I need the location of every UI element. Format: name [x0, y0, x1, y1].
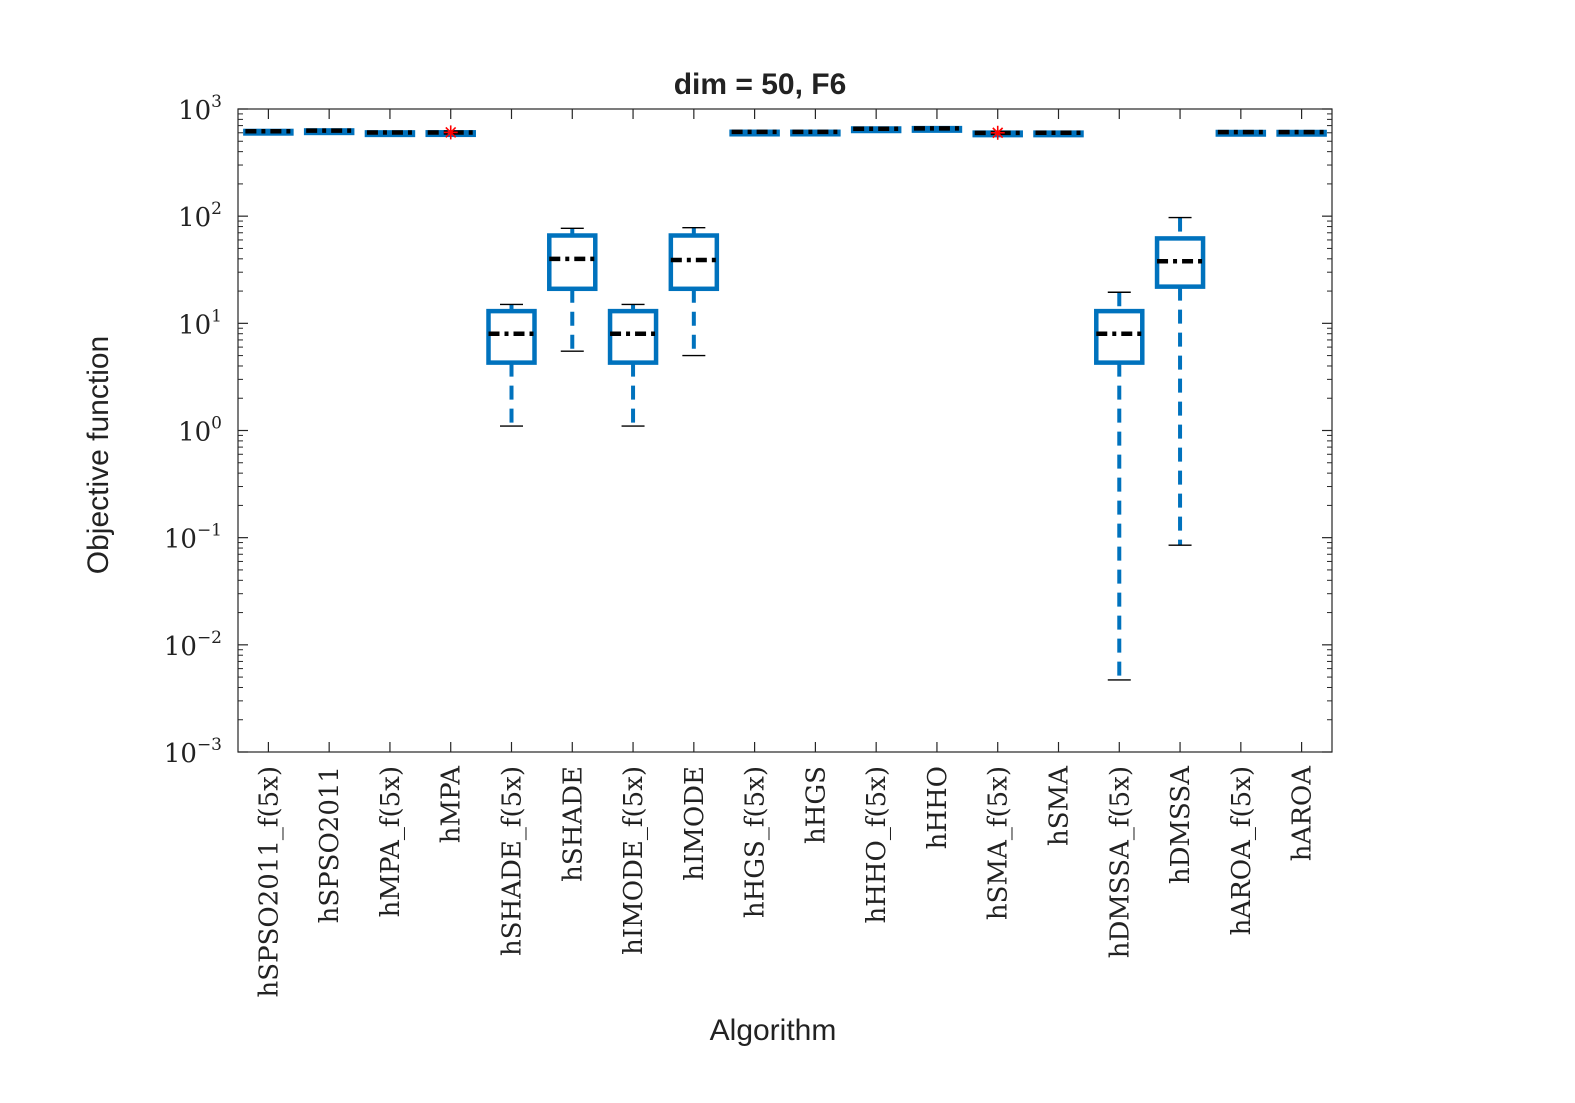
box-group — [1276, 129, 1327, 137]
y-tick-label: 101 — [178, 306, 222, 340]
box-group — [364, 130, 416, 138]
y-tick-exponent: 3 — [211, 92, 222, 112]
outlier-marker — [990, 125, 1005, 140]
y-axis-label: Objective function — [82, 336, 115, 574]
x-tick-label: hDMSSA — [1166, 765, 1196, 884]
x-tick-labels: hSPSO2011_f(5x) hSPSO2011 hMPA_f(5x) hMPA hS… — [254, 765, 1317, 998]
box-group — [547, 227, 598, 352]
y-tick-exponent: 0 — [211, 414, 222, 434]
box-series — [243, 125, 1327, 681]
x-axis-label: Algorithm — [710, 1014, 837, 1047]
box-iqr — [1094, 308, 1145, 365]
y-tick-label: 10−1 — [164, 521, 222, 555]
box-group — [911, 125, 963, 133]
y-tick-base: 10 — [178, 96, 211, 126]
x-tick-label: hSPSO2011_f(5x) — [254, 766, 284, 997]
chart-title: dim = 50, F6 — [674, 68, 847, 101]
y-tick-label: 10−3 — [164, 735, 222, 769]
y-tick-base: 10 — [164, 739, 197, 769]
y-tick-base: 10 — [164, 632, 197, 662]
box-group — [1215, 129, 1267, 137]
x-tick-label: hAROA — [1288, 765, 1318, 861]
box-group — [425, 125, 476, 140]
x-tick-label: hHHO — [923, 766, 953, 849]
y-tick-base: 10 — [164, 525, 197, 555]
x-tick-label: hHGS_f(5x) — [741, 766, 771, 918]
x-tick-label: hMPA_f(5x) — [376, 766, 406, 917]
y-tick-exponent: −3 — [197, 735, 222, 755]
box-iqr — [486, 308, 537, 365]
axes-frame — [237, 108, 1333, 753]
box-group — [1094, 291, 1145, 681]
y-tick-exponent: −1 — [197, 521, 222, 541]
x-tick-label: hAROA_f(5x) — [1227, 766, 1257, 935]
y-tick-label: 100 — [178, 414, 222, 448]
box-group — [972, 125, 1023, 140]
box-group — [1154, 216, 1206, 546]
y-tick-exponent: 2 — [211, 199, 222, 219]
box-group — [1033, 130, 1084, 138]
box-group — [850, 126, 902, 134]
outlier-marker — [443, 125, 458, 140]
box-group — [486, 303, 537, 427]
outlier-stroke — [992, 127, 1004, 139]
y-tick-base: 10 — [178, 418, 211, 448]
y-tick-label: 102 — [178, 199, 222, 233]
axis-ticks — [238, 108, 1332, 753]
x-tick-label: hSMA_f(5x) — [984, 766, 1014, 920]
y-tick-label: 10−2 — [164, 628, 222, 662]
box-group — [729, 129, 780, 137]
box-group — [243, 128, 294, 136]
x-tick-label: hSHADE — [558, 766, 588, 882]
x-tick-label: hHGS — [801, 766, 831, 844]
y-tick-base: 10 — [178, 203, 211, 233]
x-tick-label: hSMA — [1045, 765, 1075, 846]
x-tick-label: hMPA — [437, 765, 467, 843]
y-tick-label: 103 — [178, 92, 222, 126]
outlier-stroke — [445, 126, 457, 138]
box-group — [790, 129, 841, 137]
box-group — [303, 128, 355, 136]
box-iqr — [547, 233, 598, 292]
plot-area — [238, 109, 1332, 752]
y-tick-exponent: −2 — [197, 628, 222, 648]
x-tick-label: hIMODE — [680, 766, 710, 881]
x-tick-label: hIMODE_f(5x) — [619, 766, 649, 955]
y-tick-exponent: 1 — [211, 306, 222, 326]
y-tick-base: 10 — [178, 310, 211, 340]
box-group — [607, 303, 659, 427]
x-tick-label: hSHADE_f(5x) — [498, 766, 528, 956]
box-iqr — [607, 308, 659, 365]
x-tick-label: hSPSO2011 — [315, 766, 345, 923]
x-tick-label: hHHO_f(5x) — [862, 766, 892, 924]
box-group — [668, 227, 720, 357]
x-tick-label: hDMSSA_f(5x) — [1105, 766, 1135, 958]
